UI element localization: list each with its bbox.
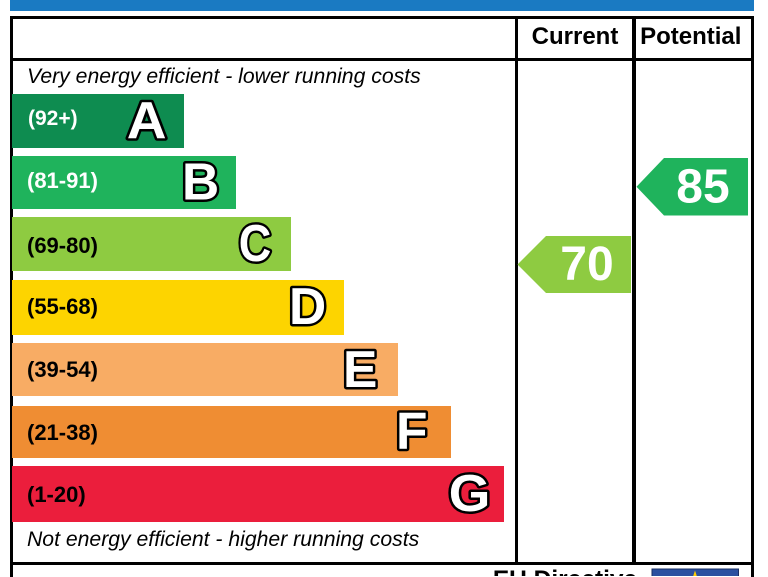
svg-text:70: 70 [560,238,613,291]
svg-text:A: A [127,93,167,150]
svg-text:D: D [289,277,326,335]
svg-text:85: 85 [676,160,729,213]
svg-text:F: F [396,402,427,460]
svg-text:C: C [239,215,272,273]
svg-text:B: B [182,152,219,210]
svg-text:E: E [343,340,377,398]
svg-text:G: G [449,465,491,523]
svg-text:EU Directive: EU Directive [493,566,637,576]
